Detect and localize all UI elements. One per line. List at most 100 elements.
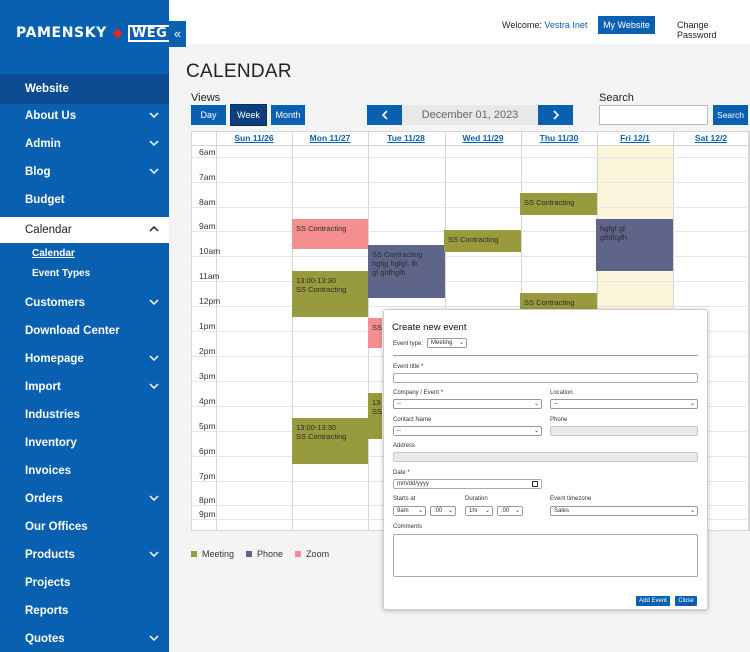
event-type-select[interactable]: Meeting ⌄: [427, 338, 467, 348]
sidebar-item-projects[interactable]: Projects: [0, 571, 169, 595]
contact-label: Contact Name: [393, 417, 432, 423]
my-website-button[interactable]: My Website: [598, 16, 655, 34]
duration-hour-select[interactable]: 1hr ⌄: [465, 506, 493, 516]
close-button[interactable]: Close: [675, 596, 697, 606]
sidebar-item-budget[interactable]: Budget: [0, 188, 169, 212]
sidebar-item-products[interactable]: Products: [0, 543, 169, 567]
dropdown-icon: ⌄: [458, 340, 464, 346]
topbar: Welcome: Vestra Inet My Website Change P…: [186, 0, 750, 50]
time-label: 11am: [199, 271, 220, 281]
legend-label: Phone: [257, 549, 284, 559]
comments-textarea[interactable]: [393, 534, 698, 577]
sidebar-item-label: Quotes: [25, 633, 65, 645]
sidebar-item-reports[interactable]: Reports: [0, 599, 169, 623]
view-month-button[interactable]: Month: [271, 105, 305, 125]
change-password-link[interactable]: Change Password: [677, 20, 717, 40]
logo-brand: PAMENSKY: [16, 25, 107, 41]
welcome-text: Welcome: Vestra Inet: [502, 20, 587, 30]
dropdown-icon: ⌄: [689, 401, 695, 407]
calendar-event-meeting[interactable]: 13:00-13:30 SS Contracting: [292, 418, 368, 464]
starts-minute-select[interactable]: :00 ⌄: [430, 506, 456, 516]
collapse-sidebar-button[interactable]: «: [169, 21, 186, 47]
sidebar-item-inventory[interactable]: Inventory: [0, 431, 169, 455]
grid-row-line: [191, 145, 749, 146]
contact-select[interactable]: -- ⌄: [393, 426, 542, 436]
day-header[interactable]: Thu 11/30: [539, 133, 579, 143]
view-week-button[interactable]: Week: [230, 104, 267, 126]
sidebar-item-import[interactable]: Import: [0, 375, 169, 399]
day-header[interactable]: Sat 12/2: [694, 133, 728, 143]
prev-week-button[interactable]: [367, 105, 402, 125]
calendar-event-phone[interactable]: SS Contracting hgfgj hgfgf. ffr gf ghfhg…: [368, 245, 445, 298]
chevron-down-icon: [149, 543, 161, 567]
sidebar-item-about-us[interactable]: About Us: [0, 104, 169, 128]
sidebar-subitem-calendar[interactable]: Calendar: [32, 248, 75, 259]
calendar-event-meeting[interactable]: 13 SS: [368, 393, 382, 439]
calendar-event-zoom[interactable]: SS Contracting: [292, 219, 368, 249]
sidebar-item-quotes[interactable]: Quotes: [0, 627, 169, 651]
sidebar-item-blog[interactable]: Blog: [0, 160, 169, 184]
calendar-event-meeting[interactable]: SS Contracting: [520, 193, 597, 215]
day-header[interactable]: Sun 11/26: [234, 133, 274, 143]
duration-label: Duration: [465, 496, 488, 502]
event-title-input[interactable]: [393, 373, 698, 383]
event-type-value: Meeting: [431, 340, 453, 346]
duration-minute-select[interactable]: :00 ⌄: [497, 506, 523, 516]
dropdown-icon: ⌄: [689, 508, 695, 514]
sidebar-item-calendar[interactable]: Calendar: [0, 217, 169, 243]
sidebar-item-label: Products: [25, 549, 75, 561]
calendar-event-meeting[interactable]: SS Contracting: [444, 230, 521, 252]
logo-partner: WEG: [127, 24, 172, 42]
sidebar-item-industries[interactable]: Industries: [0, 403, 169, 427]
sidebar-subitem-event-types[interactable]: Event Types: [32, 268, 91, 279]
sidebar-item-invoices[interactable]: Invoices: [0, 459, 169, 483]
search-button[interactable]: Search: [713, 105, 748, 125]
chevron-down-icon: [149, 291, 161, 315]
sidebar-item-label: Homepage: [25, 353, 84, 365]
day-header[interactable]: Tue 11/28: [387, 133, 425, 143]
sidebar-item-download-center[interactable]: Download Center: [0, 319, 169, 343]
legend-label: Meeting: [202, 549, 235, 559]
day-header[interactable]: Fri 12/1: [620, 133, 650, 143]
username[interactable]: Vestra Inet: [544, 20, 588, 30]
sidebar-item-orders[interactable]: Orders: [0, 487, 169, 511]
sidebar-item-homepage[interactable]: Homepage: [0, 347, 169, 371]
sidebar-item-label: About Us: [25, 110, 77, 122]
logo[interactable]: PAMENSKY WEG: [16, 24, 172, 42]
time-label: 6am: [199, 147, 216, 157]
next-week-button[interactable]: [538, 105, 573, 125]
sidebar-item-admin[interactable]: Admin: [0, 132, 169, 156]
date-placeholder: mm/dd/yyyy: [397, 481, 430, 487]
timezone-select[interactable]: Sales ⌄: [550, 506, 698, 516]
chevron-down-icon: [149, 104, 161, 128]
search-input[interactable]: [599, 105, 708, 125]
chevron-down-icon: [149, 347, 161, 371]
time-label: 8am: [199, 197, 216, 207]
phone-input: [550, 426, 698, 436]
dropdown-icon: ⌄: [447, 508, 453, 514]
address-input: [393, 452, 698, 462]
company-select[interactable]: -- ⌄: [393, 399, 542, 409]
sidebar-item-our-offices[interactable]: Our Offices: [0, 515, 169, 539]
calendar-event-meeting[interactable]: 13:00-13:30 SS Contracting: [292, 271, 368, 317]
day-header[interactable]: Wed 11/29: [462, 133, 504, 143]
calendar-event-meeting[interactable]: SS Contracting: [520, 293, 597, 309]
sidebar: PAMENSKY WEG Website About Us Admin Blog Bu…: [0, 0, 172, 652]
day-header[interactable]: Mon 11/27: [309, 133, 351, 143]
modal-title: Create new event: [392, 322, 467, 333]
view-day-button[interactable]: Day: [191, 105, 226, 125]
location-select[interactable]: -- ⌄: [550, 399, 698, 409]
calendar-event-phone[interactable]: hgfgf gf gfhfhgfh: [596, 219, 673, 271]
sidebar-item-website[interactable]: Website: [0, 74, 169, 104]
time-label: 9am: [199, 221, 216, 231]
add-event-button[interactable]: Add Event: [636, 596, 670, 606]
chevron-down-icon: [149, 487, 161, 511]
contact-value: --: [397, 428, 401, 434]
calendar-event-zoom[interactable]: SS: [368, 318, 382, 348]
calendar-icon[interactable]: [532, 481, 538, 487]
time-label: 9pm: [199, 509, 216, 519]
timezone-label: Event timezone: [550, 496, 592, 502]
starts-hour-select[interactable]: 9am ⌄: [393, 506, 426, 516]
date-input[interactable]: mm/dd/yyyy: [393, 479, 542, 489]
sidebar-item-customers[interactable]: Customers: [0, 291, 169, 315]
